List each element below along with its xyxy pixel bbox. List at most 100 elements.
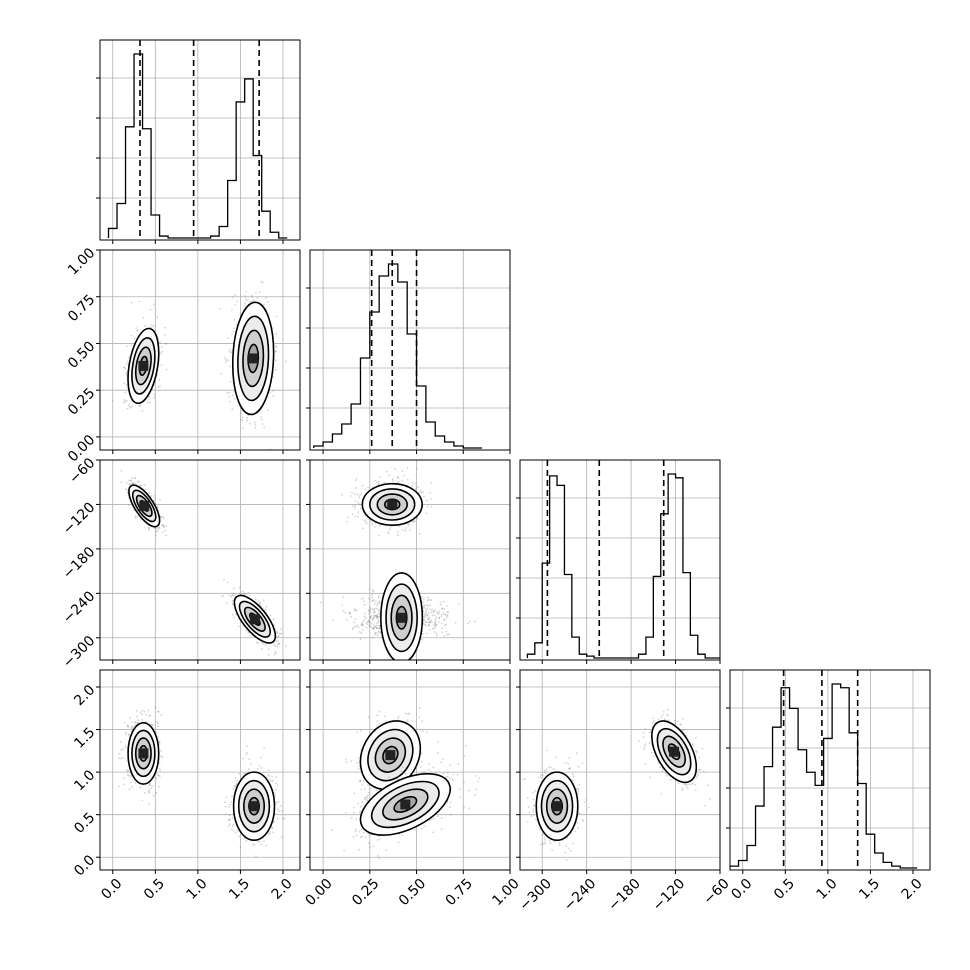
sample-point <box>443 619 446 622</box>
histogram-series <box>526 473 720 659</box>
sample-point <box>371 627 374 629</box>
sample-point <box>440 615 443 618</box>
sample-point <box>426 614 429 617</box>
sample-point <box>347 516 349 519</box>
sample-point <box>434 625 437 628</box>
sample-point <box>401 479 404 482</box>
sample-point <box>274 650 277 653</box>
sample-point <box>261 647 263 650</box>
sample-point <box>139 786 142 789</box>
sample-point <box>261 281 264 284</box>
sample-point <box>124 367 127 370</box>
sample-point <box>254 421 256 424</box>
density-panel <box>120 469 287 656</box>
sample-point <box>228 350 231 353</box>
sample-point <box>430 599 433 602</box>
sample-point <box>353 621 356 624</box>
sample-point <box>147 491 150 493</box>
sample-point <box>140 484 142 487</box>
sample-point <box>362 597 365 600</box>
sample-point <box>433 610 435 613</box>
sample-point <box>427 596 429 599</box>
hist-frame <box>99 39 301 241</box>
sample-point <box>256 642 259 645</box>
sample-point <box>403 474 405 477</box>
sample-point <box>135 327 138 329</box>
sample-point <box>264 644 267 646</box>
sample-point <box>394 467 397 470</box>
sample-point <box>261 423 264 425</box>
sample-point <box>387 532 390 535</box>
sample-point <box>126 407 129 410</box>
sample-point <box>369 608 371 610</box>
sample-point <box>379 475 381 478</box>
sample-point <box>162 525 165 527</box>
sample-point <box>128 405 131 408</box>
sample-point <box>355 609 358 612</box>
sample-point <box>223 578 225 581</box>
sample-point <box>231 296 234 299</box>
sample-point <box>377 621 380 624</box>
sample-point <box>422 633 424 635</box>
sample-point <box>152 794 155 797</box>
sample-point <box>132 482 135 484</box>
sample-point <box>430 619 433 622</box>
sample-point <box>231 408 234 410</box>
sample-point <box>246 417 248 419</box>
sample-point <box>228 395 231 398</box>
sample-point <box>135 709 138 712</box>
sample-point <box>374 611 376 614</box>
sample-point <box>364 604 366 606</box>
sample-point <box>272 618 275 621</box>
sample-point <box>262 599 265 602</box>
sample-point <box>123 366 126 369</box>
sample-point <box>158 743 161 746</box>
sample-point <box>374 600 377 603</box>
sample-point <box>244 297 247 300</box>
sample-point <box>158 379 160 382</box>
sample-point <box>122 756 125 759</box>
sample-point <box>424 615 426 618</box>
sample-point <box>154 497 157 500</box>
sample-point <box>236 300 239 303</box>
sample-point <box>378 627 381 630</box>
sample-point <box>242 625 245 628</box>
y-tick-label: 0.50 <box>65 339 98 372</box>
sample-point <box>161 350 164 353</box>
y-tick-label: −240 <box>60 588 99 627</box>
density-peak-cell <box>139 500 150 511</box>
sample-point <box>374 631 377 634</box>
sample-point <box>229 380 232 383</box>
sample-point <box>139 711 142 713</box>
sample-point <box>362 624 364 627</box>
sample-point <box>275 636 278 638</box>
hist-frame <box>519 459 721 661</box>
sample-point <box>165 342 168 345</box>
sample-point <box>426 499 428 502</box>
sample-point <box>370 616 372 619</box>
sample-point <box>441 631 444 634</box>
sample-point <box>437 612 440 615</box>
sample-point <box>130 301 133 304</box>
sample-point <box>368 610 371 613</box>
sample-point <box>430 481 433 484</box>
sample-point <box>365 626 368 629</box>
sample-point <box>126 491 129 494</box>
y-tick-label: −300 <box>60 633 99 672</box>
sample-point <box>269 614 272 617</box>
sample-point <box>155 530 158 533</box>
sample-point <box>422 491 424 493</box>
sample-point <box>376 616 379 619</box>
sample-point <box>417 486 419 488</box>
sample-point <box>230 595 233 598</box>
sample-point <box>423 495 425 498</box>
sample-point <box>128 479 130 482</box>
y-tick-label: 0.75 <box>65 292 98 325</box>
sample-point <box>360 598 363 600</box>
sample-point <box>368 624 370 627</box>
sample-point <box>351 491 354 494</box>
sample-point <box>408 523 410 526</box>
sample-point <box>125 372 127 375</box>
sample-point <box>375 481 378 484</box>
sample-point <box>260 641 263 644</box>
